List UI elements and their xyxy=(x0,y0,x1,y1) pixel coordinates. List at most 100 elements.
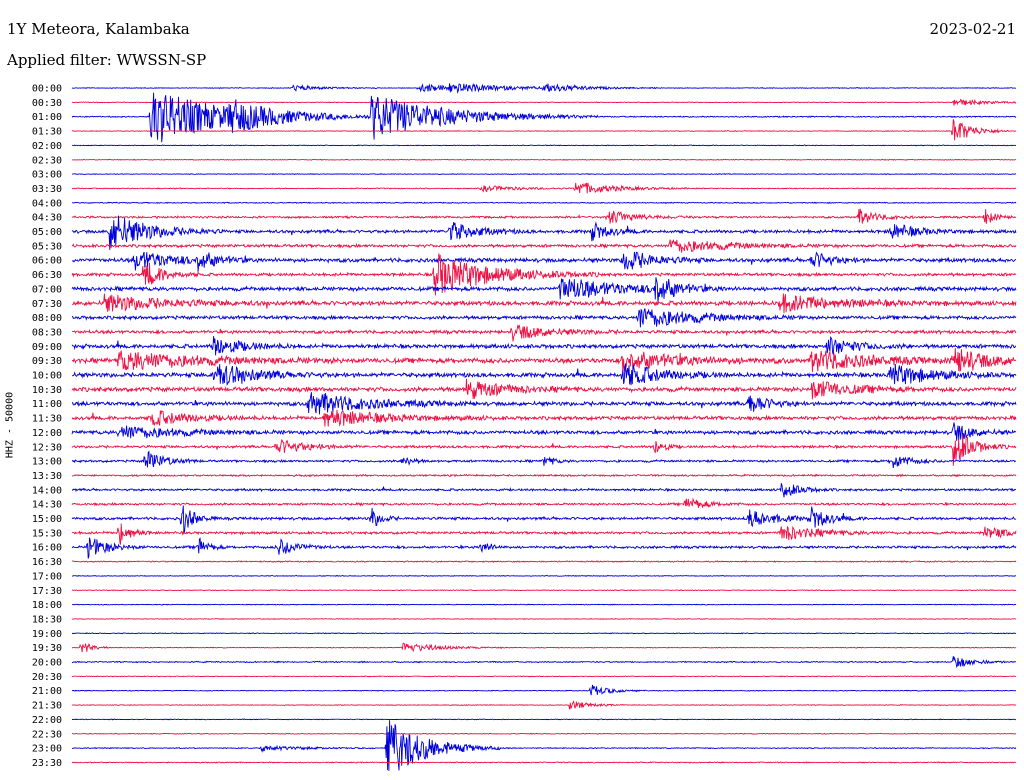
trace-row-2200 xyxy=(71,718,1017,721)
row-time-label: 23:00 xyxy=(32,744,62,755)
row-time-label: 16:00 xyxy=(32,543,62,554)
row-time-label: 18:00 xyxy=(32,600,62,611)
row-time-label: 17:00 xyxy=(32,571,62,582)
row-time-label: 11:30 xyxy=(32,414,62,425)
trace-row-2000 xyxy=(71,656,1017,668)
row-time-label: 00:00 xyxy=(32,84,62,95)
row-time-label: 19:30 xyxy=(32,643,62,654)
row-time-label: 16:30 xyxy=(32,557,62,568)
trace-row-2030 xyxy=(71,675,1017,678)
row-time-label: 12:00 xyxy=(32,428,62,439)
row-time-label: 20:00 xyxy=(32,658,62,669)
trace-row-1630 xyxy=(71,560,1017,564)
row-time-label: 14:00 xyxy=(32,485,62,496)
trace-row-1200 xyxy=(71,422,1017,441)
row-time-label: 19:00 xyxy=(32,629,62,640)
row-time-label: 07:30 xyxy=(32,299,62,310)
row-time-label: 13:00 xyxy=(32,457,62,468)
row-time-label: 01:30 xyxy=(32,127,62,138)
trace-row-2300 xyxy=(71,720,1017,771)
row-time-label: 15:30 xyxy=(32,528,62,539)
row-time-label: 13:30 xyxy=(32,471,62,482)
trace-row-1930 xyxy=(71,642,1016,653)
trace-row-0830 xyxy=(71,324,1017,342)
row-time-label: 22:30 xyxy=(32,729,62,740)
row-time-label: 23:30 xyxy=(32,758,62,769)
filter-label: Applied filter: WWSSN-SP xyxy=(7,51,207,69)
date-label: 2023-02-21 xyxy=(929,20,1016,38)
trace-row-1830 xyxy=(71,617,1017,620)
trace-row-1600 xyxy=(71,537,1017,559)
row-time-label: 08:30 xyxy=(32,327,62,338)
trace-row-1800 xyxy=(71,603,1017,606)
row-time-label: 04:30 xyxy=(32,213,62,224)
trace-row-0130 xyxy=(71,119,1017,141)
trace-row-0930 xyxy=(71,347,1017,373)
trace-row-1100 xyxy=(71,392,1017,415)
row-time-label: 10:00 xyxy=(32,371,62,382)
trace-row-2230 xyxy=(71,732,1016,735)
row-time-label: 03:00 xyxy=(32,170,62,181)
trace-row-1000 xyxy=(71,363,1017,386)
row-time-label: 02:00 xyxy=(32,141,62,152)
row-time-label: 06:00 xyxy=(32,256,62,267)
row-time-label: 12:30 xyxy=(32,442,62,453)
station-title: 1Y Meteora, Kalambaka xyxy=(7,20,190,38)
trace-row-0530 xyxy=(71,238,1017,253)
row-time-label: 02:30 xyxy=(32,155,62,166)
trace-row-0430 xyxy=(71,208,1017,224)
trace-row-0100 xyxy=(71,92,1017,143)
trace-row-2100 xyxy=(71,684,1017,696)
trace-row-0330 xyxy=(71,182,1017,194)
row-time-label: 22:00 xyxy=(32,715,62,726)
trace-row-0630 xyxy=(71,253,1017,296)
trace-row-1530 xyxy=(71,523,1017,545)
trace-row-2130 xyxy=(71,700,1017,710)
trace-row-1400 xyxy=(71,483,1017,498)
trace-row-1300 xyxy=(71,450,1017,468)
trace-row-0600 xyxy=(71,251,1016,272)
row-time-label: 17:30 xyxy=(32,586,62,597)
trace-row-1900 xyxy=(71,632,1017,635)
row-time-label: 03:30 xyxy=(32,184,62,195)
row-time-label: 20:30 xyxy=(32,672,62,683)
trace-row-0700 xyxy=(71,277,1017,305)
trace-row-1500 xyxy=(71,505,1017,534)
trace-row-1330 xyxy=(71,473,1017,478)
row-time-label: 05:30 xyxy=(32,241,62,252)
trace-row-0300 xyxy=(71,173,1017,176)
row-time-label: 04:00 xyxy=(32,198,62,209)
trace-row-1730 xyxy=(71,589,1017,592)
trace-row-0030 xyxy=(71,98,1017,106)
trace-group xyxy=(71,83,1017,771)
trace-row-0730 xyxy=(71,293,1017,314)
trace-row-0000 xyxy=(71,83,1017,95)
trace-row-1700 xyxy=(71,574,1017,577)
trace-row-1230 xyxy=(71,434,1017,466)
row-time-label: 10:30 xyxy=(32,385,62,396)
row-time-label: 11:00 xyxy=(32,399,62,410)
row-label-group: 00:00 00:30 01:00 01:30 02:00 02:30 03:00 03:30… xyxy=(32,84,62,769)
trace-row-0200 xyxy=(72,144,1017,147)
trace-row-1030 xyxy=(71,378,1017,400)
trace-row-2330 xyxy=(71,761,1017,764)
row-time-label: 07:00 xyxy=(32,284,62,295)
trace-row-0400 xyxy=(71,201,1017,204)
row-time-label: 05:00 xyxy=(32,227,62,238)
row-time-label: 01:00 xyxy=(32,112,62,123)
row-time-label: 00:30 xyxy=(32,98,62,109)
row-time-label: 15:00 xyxy=(32,514,62,525)
row-time-label: 21:30 xyxy=(32,701,62,712)
row-time-label: 14:30 xyxy=(32,500,62,511)
row-time-label: 06:30 xyxy=(32,270,62,281)
trace-row-1430 xyxy=(71,497,1017,508)
trace-row-0500 xyxy=(71,215,1017,250)
row-time-label: 09:00 xyxy=(32,342,62,353)
row-time-label: 09:30 xyxy=(32,356,62,367)
trace-row-1130 xyxy=(71,409,1017,427)
row-time-label: 08:00 xyxy=(32,313,62,324)
row-time-label: 21:00 xyxy=(32,686,62,697)
trace-row-0230 xyxy=(71,158,1017,161)
trace-row-0800 xyxy=(71,308,1017,328)
